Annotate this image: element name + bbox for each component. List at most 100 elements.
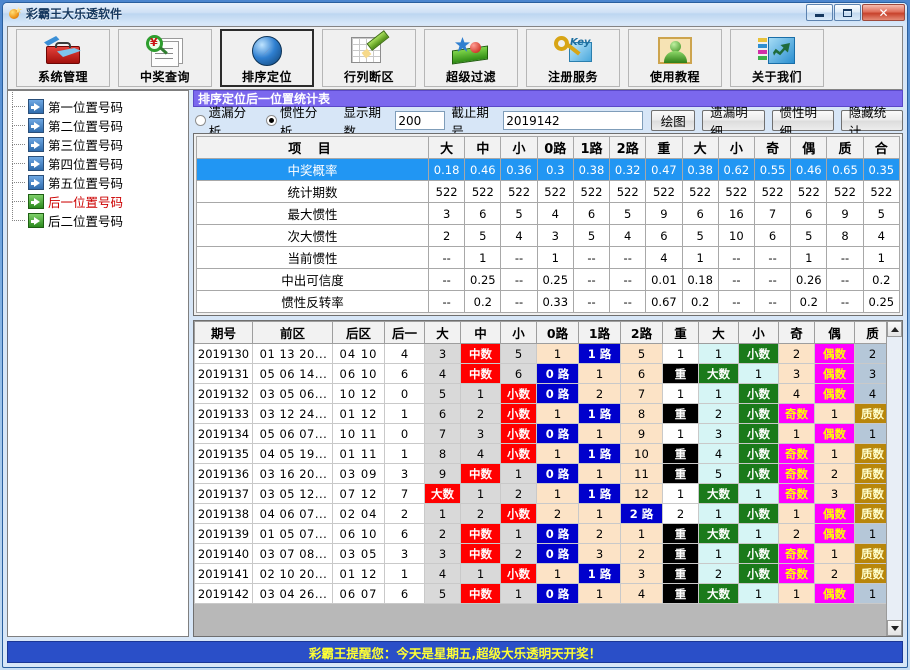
grid-col-4[interactable]: 后一: [384, 321, 425, 344]
cell-mark-4: 0 路: [536, 523, 579, 544]
control-button-4[interactable]: 隐藏统计: [840, 105, 903, 139]
stats-cell: --: [717, 246, 755, 269]
toolbar-button-register-service[interactable]: Key 注册服务: [526, 29, 620, 87]
table-row[interactable]: 2019141 02 10 20... 01 12 1 4 1 小数 1 1 路 3 重 2 小数 奇数 2…: [194, 563, 886, 584]
cell-mark-3: 小数: [500, 383, 537, 404]
radio-omission-analysis[interactable]: 遗漏分析: [195, 102, 256, 140]
stats-cell: 0.36: [500, 158, 538, 181]
scroll-down-button[interactable]: [887, 620, 902, 636]
sidebar-item-3[interactable]: 第三位置号码: [12, 125, 188, 154]
cell-back-zone: 06 10: [332, 523, 385, 544]
grid-col-9[interactable]: 1路: [578, 321, 621, 344]
table-row[interactable]: 2019138 04 06 07... 02 04 2 1 2 小数 2 1 2 路 2 1 小数 1 偶数…: [194, 503, 886, 524]
toolbar-button-super-filter[interactable]: 超级过滤: [424, 29, 518, 87]
stats-col-4: 0路: [536, 136, 574, 159]
stats-row[interactable]: 中出可信度 -- 0.25 -- 0.25 -- -- 0.01 0.18 -- -- 0.26 -- 0…: [196, 268, 901, 291]
grid-col-2[interactable]: 前区: [252, 321, 333, 344]
vertical-scrollbar[interactable]: [886, 321, 902, 636]
table-row[interactable]: 2019140 03 07 08... 03 05 3 3 中数 2 0 路 3 2 重 1 小数 奇数 1…: [194, 543, 886, 564]
periods-input[interactable]: [395, 111, 446, 130]
toolbar-button-sort-position[interactable]: 排序定位: [220, 29, 314, 87]
cell-mark-11: 偶数: [814, 523, 855, 544]
grid-col-16[interactable]: 质: [854, 321, 886, 344]
grid-col-15[interactable]: 偶: [814, 321, 855, 344]
scrollbar-track[interactable]: [887, 337, 902, 620]
stats-row[interactable]: 中奖概率 0.18 0.46 0.36 0.3 0.38 0.32 0.47 0.38 0.62 0…: [196, 158, 901, 181]
control-button-3[interactable]: 惯性明细: [771, 105, 834, 139]
grid-col-5[interactable]: 大: [424, 321, 461, 344]
sidebar-item-4[interactable]: 第四位置号码: [12, 144, 188, 173]
cell-mark-12: 质数: [854, 403, 886, 424]
table-row[interactable]: 2019133 03 12 24... 01 12 1 6 2 小数 1 1 路 8 重 2 小数 奇数 1…: [194, 403, 886, 424]
close-button[interactable]: ✕: [862, 4, 905, 21]
end-period-input[interactable]: [503, 111, 644, 130]
grid-col-3[interactable]: 后区: [332, 321, 385, 344]
toolbar-button-system-management[interactable]: 系统管理: [16, 29, 110, 87]
toolbar-button-prize-query[interactable]: ¥ 中奖查询: [118, 29, 212, 87]
table-row[interactable]: 2019134 05 06 07... 10 11 0 7 3 小数 0 路 1 9 1 3 小数 1 偶数…: [194, 423, 886, 444]
cell-mark-7: 2: [662, 503, 699, 524]
stats-row[interactable]: 次大惯性 2 5 4 3 5 4 6 5 10 6 5 8 4: [196, 224, 901, 247]
tree-connector: [12, 106, 13, 126]
cell-mark-2: 2: [460, 503, 501, 524]
table-row[interactable]: 2019130 01 13 20... 04 10 4 3 中数 5 1 1 路 5 1 1 小数 2 偶数…: [194, 343, 886, 364]
stats-cell: --: [427, 268, 466, 291]
control-button-2[interactable]: 遗漏明细: [702, 105, 765, 139]
stats-cell: 7: [753, 202, 792, 225]
cell-last-digit: 2: [384, 503, 425, 524]
control-button-1[interactable]: 绘图: [651, 110, 696, 131]
stats-row[interactable]: 最大惯性 3 6 5 4 6 5 9 6 16 7 6 9 5: [196, 202, 901, 225]
stats-row[interactable]: 惯性反转率 -- 0.2 -- 0.33 -- -- 0.67 0.2 -- -- 0.2 -- 0.25: [196, 290, 901, 313]
stats-row[interactable]: 统计期数 522 522 522 522 522 522 522 522 522 522 522 522…: [196, 180, 901, 203]
stats-row[interactable]: 当前惯性 -- 1 -- 1 -- -- 4 1 -- -- 1 -- 1: [196, 246, 901, 269]
blue-arrow-icon: [28, 175, 44, 190]
table-row[interactable]: 2019142 03 04 26... 06 07 6 5 中数 1 0 路 1 4 重大数 1 1 偶数…: [194, 583, 886, 604]
maximize-button[interactable]: [834, 4, 861, 21]
scroll-up-button[interactable]: [887, 321, 902, 337]
grid-col-14[interactable]: 奇: [778, 321, 815, 344]
grid-col-11[interactable]: 重: [662, 321, 699, 344]
statistics-panel: 项 目大中小 0路 1路 2路重大小奇偶质合 中奖概率 0.18 0.46 0.36 0.3 0…: [193, 133, 903, 316]
cell-period: 2019130: [194, 343, 253, 364]
cell-mark-1: 4: [424, 363, 461, 384]
sidebar-item-7[interactable]: 后二位置号码: [12, 201, 188, 230]
grid-col-6[interactable]: 中: [460, 321, 501, 344]
cell-mark-1: 9: [424, 463, 461, 484]
cell-mark-7: 重: [662, 543, 699, 564]
sidebar-item-1[interactable]: 第一位置号码: [12, 91, 188, 116]
grid-col-13[interactable]: 小: [738, 321, 779, 344]
grid-col-1[interactable]: 期号: [194, 321, 253, 344]
cell-mark-6: 5: [620, 343, 663, 364]
stats-cell: 5: [862, 202, 901, 225]
cell-period: 2019135: [194, 443, 253, 464]
grid-col-7[interactable]: 小: [500, 321, 537, 344]
cell-mark-8: 1: [698, 343, 739, 364]
table-row[interactable]: 2019136 03 16 20... 03 09 3 9 中数 1 0 路 1 11 重 5 小数 奇数…: [194, 463, 886, 484]
sidebar-item-2[interactable]: 第二位置号码: [12, 106, 188, 135]
table-row[interactable]: 2019131 05 06 14... 06 10 6 4 中数 6 0 路 1 6 重大数 1 3 偶数…: [194, 363, 886, 384]
cell-last-digit: 6: [384, 363, 425, 384]
table-row[interactable]: 2019135 04 05 19... 01 11 1 8 4 小数 1 1 路 10 重 4 小数 奇数…: [194, 443, 886, 464]
toolbar-button-row-col-zone[interactable]: 行列断区: [322, 29, 416, 87]
tree-connector: [12, 163, 13, 183]
sidebar-item-6[interactable]: 后一位置号码: [12, 182, 188, 211]
stats-cell: 6: [753, 224, 792, 247]
cell-back-zone: 06 10: [332, 363, 385, 384]
stats-cell: 2: [427, 224, 466, 247]
stats-cell: 522: [862, 180, 901, 203]
cell-period: 2019136: [194, 463, 253, 484]
sidebar-item-5[interactable]: 第五位置号码: [12, 163, 188, 192]
grid-col-8[interactable]: 0路: [536, 321, 579, 344]
table-row[interactable]: 2019132 03 05 06... 10 12 0 5 1 小数 0 路 2 7 1 1 小数 4 偶数…: [194, 383, 886, 404]
minimize-button[interactable]: [806, 4, 833, 21]
grid-col-10[interactable]: 2路: [620, 321, 663, 344]
toolbar-button-user-guide[interactable]: 使用教程: [628, 29, 722, 87]
stats-cell: --: [753, 246, 792, 269]
table-row[interactable]: 2019137 03 05 12... 07 12 7 大数 1 2 1 1 路 12 1 大数 1 奇数…: [194, 483, 886, 504]
cell-mark-1: 2: [424, 523, 461, 544]
radio-inertia-analysis[interactable]: 惯性分析: [266, 102, 327, 140]
table-row[interactable]: 2019139 01 05 07... 06 10 6 2 中数 1 0 路 2 1 重大数 1 2 偶数…: [194, 523, 886, 544]
toolbar-button-about-us[interactable]: 关于我们: [730, 29, 824, 87]
grid-col-12[interactable]: 大: [698, 321, 739, 344]
